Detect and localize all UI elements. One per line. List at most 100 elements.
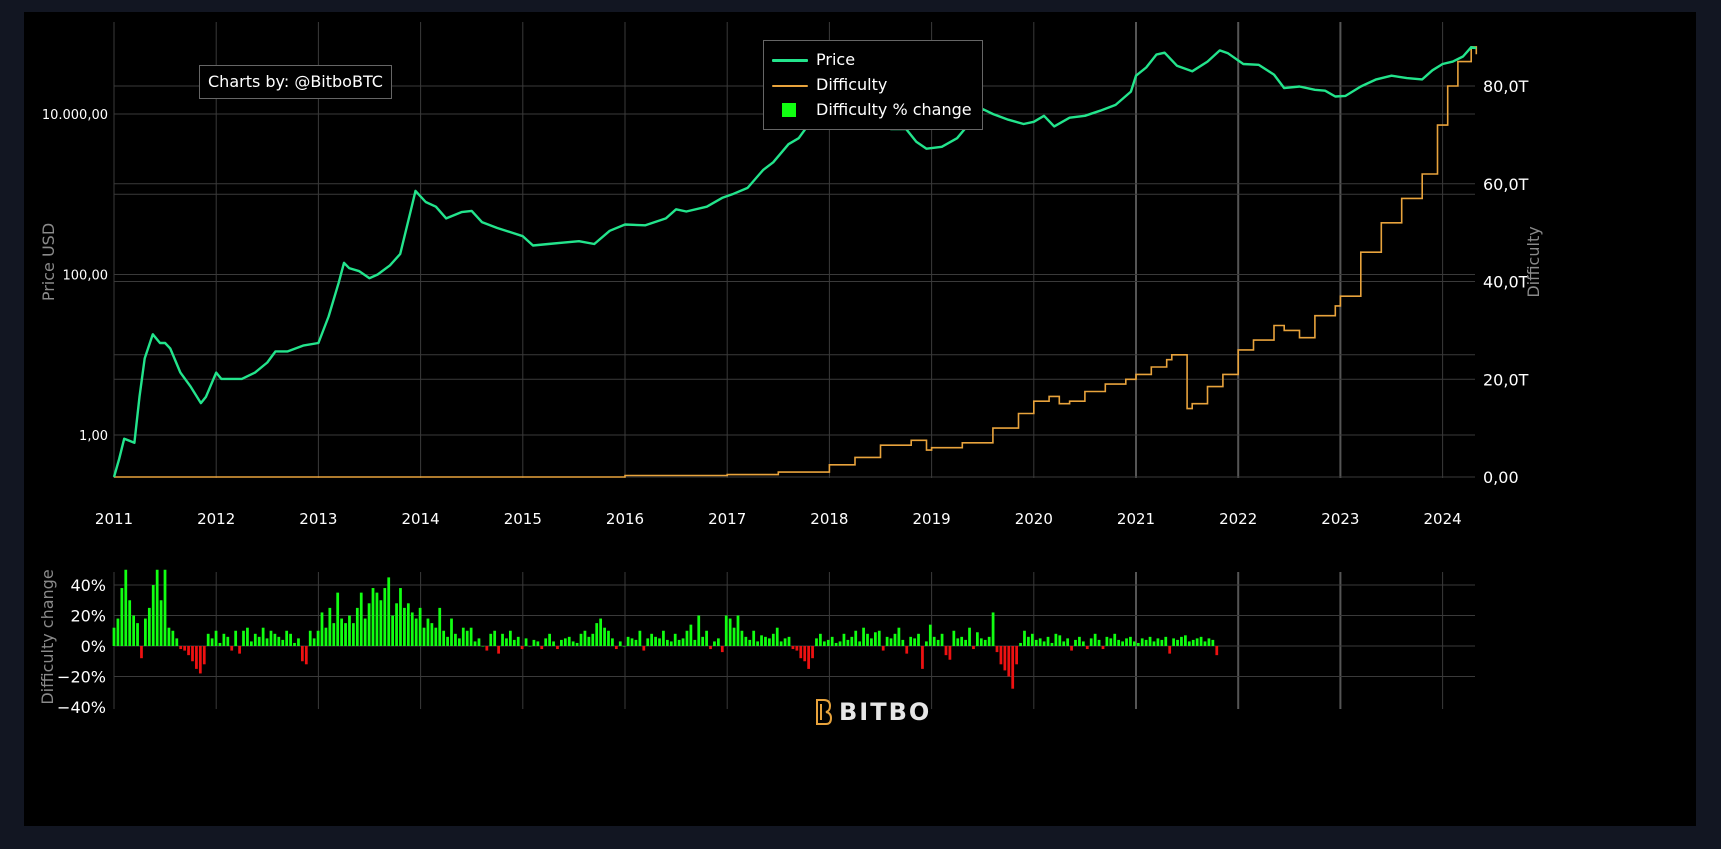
difficulty-change-bar <box>724 615 728 646</box>
difficulty-change-bar <box>873 632 877 646</box>
difficulty-change-bar <box>485 646 489 651</box>
difficulty-change-bar <box>234 630 238 646</box>
difficulty-change-bar <box>1125 638 1128 647</box>
difficulty-change-bar <box>591 633 595 646</box>
difficulty-change-bar <box>1070 646 1073 651</box>
difficulty-change-bar <box>665 639 669 646</box>
difficulty-change-bar <box>206 633 210 646</box>
legend-item-difficulty[interactable]: Difficulty <box>772 72 974 97</box>
difficulty-change-bar <box>622 646 626 647</box>
difficulty-change-bar <box>991 612 995 646</box>
difficulty-change-bar <box>273 633 277 646</box>
difficulty-change-bar <box>112 627 116 646</box>
difficulty-change-bar <box>618 641 622 646</box>
difficulty-change-bar <box>768 638 771 647</box>
difficulty-change-bar <box>1215 646 1219 656</box>
difficulty-change-bar <box>469 627 473 646</box>
difficulty-change-bar <box>575 642 579 646</box>
price-line <box>112 46 1477 478</box>
difficulty-change-bar <box>540 646 544 650</box>
difficulty-change-bar <box>1085 646 1089 650</box>
difficulty-change-bar <box>893 633 897 646</box>
chart-credit: Charts by: @BitboBTC <box>199 65 392 99</box>
difficulty-change-bar <box>473 641 477 646</box>
difficulty-change-bar <box>1050 642 1054 646</box>
difficulty-change-bar <box>960 636 964 646</box>
difficulty-change-bar <box>658 638 661 647</box>
difficulty-change-bar <box>140 646 143 659</box>
x-tick-label: 2011 <box>95 510 133 528</box>
difficulty-change-bar <box>430 623 434 647</box>
difficulty-change-bar <box>1101 646 1105 650</box>
difficulty-change-bar <box>512 639 516 646</box>
difficulty-change-bar <box>297 638 300 647</box>
legend-item-difficulty-change[interactable]: Difficulty % change <box>772 97 974 122</box>
difficulty-change-bar <box>713 641 716 646</box>
difficulty-series <box>114 46 1478 478</box>
difficulty-change-bar <box>748 639 752 646</box>
difficulty-change-bar <box>1011 646 1015 689</box>
difficulty-change-bar <box>395 603 398 646</box>
legend-item-price[interactable]: Price <box>772 47 974 72</box>
difficulty-change-bar <box>1129 636 1132 646</box>
difficulty-change-bar <box>128 600 132 646</box>
difficulty-change-bar <box>956 638 960 647</box>
difficulty-change-bar <box>1105 636 1109 646</box>
difficulty-change-bar <box>603 627 606 646</box>
legend-swatch-difficulty <box>772 78 808 92</box>
y-left-axis-title: Price USD <box>39 223 58 301</box>
difficulty-change-bar <box>524 638 528 647</box>
difficulty-change-bar <box>646 638 650 647</box>
difficulty-change-bar <box>218 642 222 646</box>
difficulty-change-bar <box>693 639 697 646</box>
difficulty-change-bar <box>371 588 375 646</box>
difficulty-change-bar <box>826 639 830 646</box>
chart-credit-text: Charts by: @BitboBTC <box>208 72 383 91</box>
difficulty-change-bar <box>1109 638 1113 647</box>
difficulty-change-bar <box>304 646 308 665</box>
difficulty-change-bar <box>391 615 395 646</box>
difficulty-change-bar <box>795 646 799 651</box>
difficulty-change-bar <box>257 636 261 646</box>
difficulty-change-bar <box>403 607 406 647</box>
difficulty-change-bar <box>744 636 748 646</box>
difficulty-change-bar <box>673 633 677 646</box>
difficulty-change-bar <box>756 641 759 646</box>
difficulty-change-bar <box>614 646 618 650</box>
difficulty-change-bar <box>1199 636 1203 646</box>
difficulty-change-bar <box>163 569 167 646</box>
difficulty-change-bar <box>210 638 214 647</box>
difficulty-change-bar <box>948 646 952 660</box>
difficulty-change-bar <box>936 639 940 646</box>
y-right-axis-title: Difficulty <box>1524 226 1543 297</box>
difficulty-change-bar <box>842 633 846 646</box>
difficulty-change-bar <box>151 585 155 646</box>
difficulty-change-bar <box>536 641 540 646</box>
difficulty-change-bar <box>301 646 304 662</box>
difficulty-change-bar <box>1034 639 1038 646</box>
difficulty-change-bar <box>454 633 457 646</box>
difficulty-change-bar <box>595 623 599 647</box>
difficulty-change-bar <box>383 588 387 646</box>
difficulty-change-bar <box>811 646 814 659</box>
difficulty-change-bars <box>112 569 1219 689</box>
x-tick-label: 2012 <box>197 510 235 528</box>
difficulty-change-bar <box>638 630 642 646</box>
difficulty-change-bar <box>144 618 147 646</box>
difficulty-change-bar <box>261 627 265 646</box>
difficulty-change-bar <box>277 636 281 646</box>
legend-label-difficulty: Difficulty <box>816 75 888 94</box>
difficulty-change-bar <box>202 646 206 665</box>
difficulty-change-bar <box>881 646 885 651</box>
difficulty-change-bar <box>198 646 202 674</box>
difficulty-change-bar <box>662 630 665 646</box>
difficulty-change-bar <box>191 646 194 662</box>
difficulty-change-bar <box>968 627 971 646</box>
difficulty-change-bar <box>332 623 336 647</box>
difficulty-change-bar <box>917 633 920 646</box>
difficulty-change-bar <box>815 638 818 647</box>
difficulty-change-bar <box>528 646 532 647</box>
difficulty-change-bar <box>764 636 767 646</box>
y-left-tick-label: 100,00 <box>63 269 109 284</box>
difficulty-change-bar <box>701 636 705 646</box>
